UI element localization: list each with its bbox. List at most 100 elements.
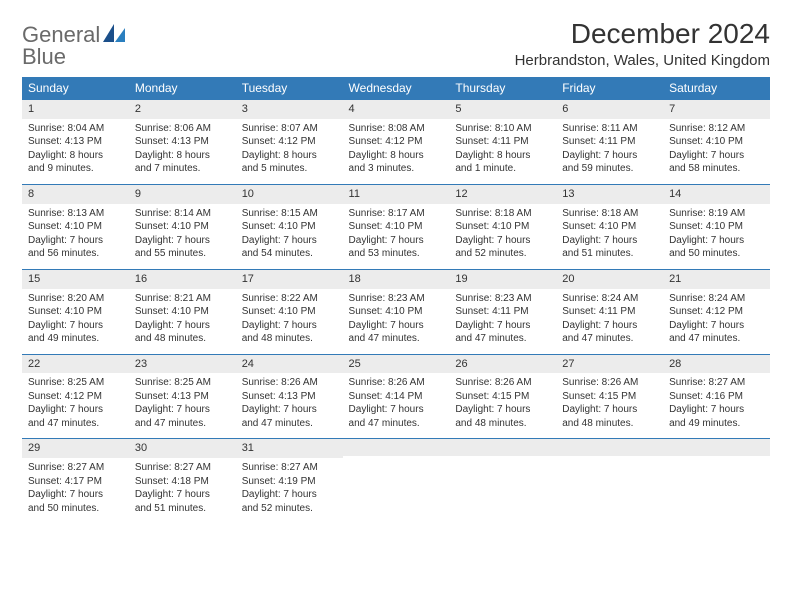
day-sr: Sunrise: 8:15 AM (242, 207, 337, 221)
day-sr: Sunrise: 8:26 AM (349, 376, 444, 390)
day-d1: Daylight: 8 hours (349, 149, 444, 163)
day-body: Sunrise: 8:24 AMSunset: 4:11 PMDaylight:… (556, 289, 663, 354)
calendar-cell: 12 Sunrise: 8:18 AMSunset: 4:10 PMDayligh… (449, 184, 556, 269)
calendar-cell: 9Sunrise: 8:14 AMSunset: 4:10 PMDaylight… (129, 184, 236, 269)
logo: General Blue (22, 24, 125, 68)
day-d1: Daylight: 7 hours (455, 234, 550, 248)
day-d2: and 48 minutes. (455, 417, 550, 431)
day-d1: Daylight: 7 hours (349, 319, 444, 333)
calendar-cell: 13Sunrise: 8:18 AMSunset: 4:10 PMDayligh… (556, 184, 663, 269)
day-d2: and 49 minutes. (669, 417, 764, 431)
day-body-empty (556, 456, 663, 514)
day-ss: Sunset: 4:10 PM (455, 220, 550, 234)
calendar-cell: 25Sunrise: 8:26 AMSunset: 4:14 PMDayligh… (343, 354, 450, 439)
dayhead-thu: Thursday (449, 77, 556, 100)
day-number: 31 (236, 439, 343, 458)
day-d2: and 50 minutes. (28, 502, 123, 516)
logo-word2: Blue (22, 44, 66, 69)
day-d1: Daylight: 8 hours (242, 149, 337, 163)
location-text: Herbrandston, Wales, United Kingdom (515, 52, 770, 69)
day-body: Sunrise: 8:17 AMSunset: 4:10 PMDaylight:… (343, 204, 450, 269)
day-d1: Daylight: 7 hours (242, 488, 337, 502)
day-d1: Daylight: 7 hours (669, 403, 764, 417)
calendar-row: 22Sunrise: 8:25 AMSunset: 4:12 PMDayligh… (22, 354, 770, 439)
day-number: 13 (556, 185, 663, 204)
day-number-empty (449, 439, 556, 456)
day-ss: Sunset: 4:10 PM (562, 220, 657, 234)
day-sr: Sunrise: 8:26 AM (562, 376, 657, 390)
day-d1: Daylight: 7 hours (28, 234, 123, 248)
day-ss: Sunset: 4:13 PM (28, 135, 123, 149)
day-sr: Sunrise: 8:27 AM (28, 461, 123, 475)
day-d2: and 7 minutes. (135, 162, 230, 176)
day-d1: Daylight: 8 hours (28, 149, 123, 163)
calendar-cell: 31Sunrise: 8:27 AMSunset: 4:19 PMDayligh… (236, 439, 343, 523)
day-body: Sunrise: 8:26 AMSunset: 4:13 PMDaylight:… (236, 373, 343, 438)
day-number: 21 (663, 270, 770, 289)
day-d2: and 47 minutes. (455, 332, 550, 346)
day-d1: Daylight: 7 hours (455, 403, 550, 417)
calendar-cell: 21Sunrise: 8:24 AMSunset: 4:12 PMDayligh… (663, 269, 770, 354)
day-d1: Daylight: 7 hours (28, 319, 123, 333)
day-d1: Daylight: 7 hours (242, 403, 337, 417)
calendar-cell: 6Sunrise: 8:11 AMSunset: 4:11 PMDaylight… (556, 100, 663, 185)
day-body: Sunrise: 8:26 AMSunset: 4:14 PMDaylight:… (343, 373, 450, 438)
day-d1: Daylight: 7 hours (455, 319, 550, 333)
day-body: Sunrise: 8:10 AMSunset: 4:11 PMDaylight:… (449, 119, 556, 184)
day-number: 12 (449, 185, 556, 204)
calendar-table: Sunday Monday Tuesday Wednesday Thursday… (22, 77, 770, 523)
day-body: Sunrise: 8:27 AMSunset: 4:16 PMDaylight:… (663, 373, 770, 438)
day-ss: Sunset: 4:14 PM (349, 390, 444, 404)
day-d2: and 48 minutes. (135, 332, 230, 346)
day-sr: Sunrise: 8:25 AM (135, 376, 230, 390)
day-body: Sunrise: 8:14 AMSunset: 4:10 PMDaylight:… (129, 204, 236, 269)
day-ss: Sunset: 4:15 PM (562, 390, 657, 404)
day-body: Sunrise: 8:20 AMSunset: 4:10 PMDaylight:… (22, 289, 129, 354)
day-number: 28 (663, 355, 770, 374)
dayhead-fri: Friday (556, 77, 663, 100)
day-ss: Sunset: 4:10 PM (135, 305, 230, 319)
calendar-row: 8Sunrise: 8:13 AMSunset: 4:10 PMDaylight… (22, 184, 770, 269)
calendar-cell: 28Sunrise: 8:27 AMSunset: 4:16 PMDayligh… (663, 354, 770, 439)
day-number: 16 (129, 270, 236, 289)
calendar-cell: 24Sunrise: 8:26 AMSunset: 4:13 PMDayligh… (236, 354, 343, 439)
day-number: 22 (22, 355, 129, 374)
day-body: Sunrise: 8:13 AMSunset: 4:10 PMDaylight:… (22, 204, 129, 269)
day-body: Sunrise: 8:06 AMSunset: 4:13 PMDaylight:… (129, 119, 236, 184)
day-body: Sunrise: 8:27 AMSunset: 4:19 PMDaylight:… (236, 458, 343, 523)
day-ss: Sunset: 4:13 PM (135, 390, 230, 404)
calendar-row: 1Sunrise: 8:04 AMSunset: 4:13 PMDaylight… (22, 100, 770, 185)
day-sr: Sunrise: 8:14 AM (135, 207, 230, 221)
day-body: Sunrise: 8:21 AMSunset: 4:10 PMDaylight:… (129, 289, 236, 354)
day-ss: Sunset: 4:10 PM (669, 220, 764, 234)
day-body: Sunrise: 8:07 AMSunset: 4:12 PMDaylight:… (236, 119, 343, 184)
calendar-cell: 22Sunrise: 8:25 AMSunset: 4:12 PMDayligh… (22, 354, 129, 439)
day-d2: and 47 minutes. (669, 332, 764, 346)
day-ss: Sunset: 4:12 PM (349, 135, 444, 149)
day-body: Sunrise: 8:19 AMSunset: 4:10 PMDaylight:… (663, 204, 770, 269)
calendar-cell (556, 439, 663, 523)
day-sr: Sunrise: 8:23 AM (455, 292, 550, 306)
dayhead-sat: Saturday (663, 77, 770, 100)
day-number: 1 (22, 100, 129, 119)
calendar-cell: 10Sunrise: 8:15 AMSunset: 4:10 PMDayligh… (236, 184, 343, 269)
day-number: 4 (343, 100, 450, 119)
day-d2: and 48 minutes. (242, 332, 337, 346)
day-body-empty (449, 456, 556, 514)
calendar-cell: 18Sunrise: 8:23 AMSunset: 4:10 PMDayligh… (343, 269, 450, 354)
day-ss: Sunset: 4:19 PM (242, 475, 337, 489)
day-number-empty (556, 439, 663, 456)
day-sr: Sunrise: 8:12 AM (669, 122, 764, 136)
day-d1: Daylight: 7 hours (669, 149, 764, 163)
day-sr: Sunrise: 8:18 AM (455, 207, 550, 221)
day-sr: Sunrise: 8:18 AM (562, 207, 657, 221)
day-body: Sunrise: 8:25 AMSunset: 4:13 PMDaylight:… (129, 373, 236, 438)
dayhead-tue: Tuesday (236, 77, 343, 100)
day-sr: Sunrise: 8:27 AM (242, 461, 337, 475)
day-body: Sunrise: 8:27 AMSunset: 4:18 PMDaylight:… (129, 458, 236, 523)
day-sr: Sunrise: 8:11 AM (562, 122, 657, 136)
day-number: 19 (449, 270, 556, 289)
day-d2: and 54 minutes. (242, 247, 337, 261)
day-d1: Daylight: 7 hours (669, 234, 764, 248)
calendar-cell (449, 439, 556, 523)
